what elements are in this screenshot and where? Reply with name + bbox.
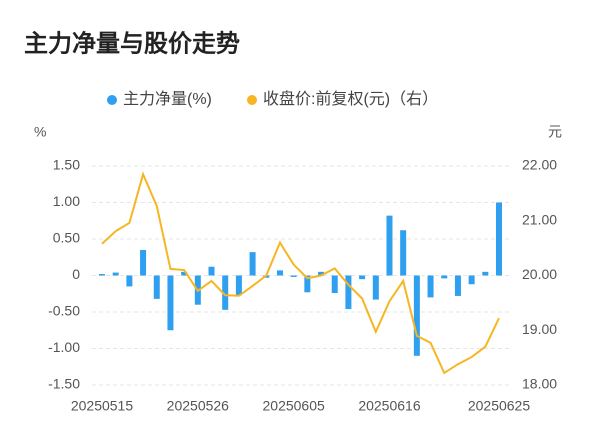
y-tick-label: -1.50: [48, 376, 80, 392]
legend-label: 收盘价:前复权(元)（右）: [263, 89, 438, 108]
bar: [372, 275, 379, 300]
bar: [222, 275, 229, 310]
legend-label: 主力净量(%): [123, 90, 212, 108]
bar: [276, 270, 283, 276]
bar: [99, 274, 105, 276]
y2-tick-label: 21.00: [522, 211, 557, 227]
x-tick-label: 20250526: [167, 398, 230, 414]
bar: [290, 275, 297, 277]
bar: [400, 230, 407, 276]
bar: [359, 275, 366, 280]
bar: [345, 275, 352, 310]
bar: [208, 266, 215, 276]
bar: [454, 275, 461, 296]
bar: [482, 271, 489, 276]
bar: [249, 252, 256, 276]
y2-tick-label: 22.00: [522, 157, 557, 173]
legend-marker: [107, 95, 117, 105]
x-tick-label: 20250625: [468, 398, 531, 414]
price-line: [101, 171, 500, 375]
x-tick-label: 20250605: [263, 398, 326, 414]
y2-tick-label: 18.00: [522, 376, 557, 392]
bar: [235, 275, 242, 296]
bar: [181, 271, 188, 276]
bar: [140, 249, 147, 276]
y2-tick-label: 20.00: [522, 266, 557, 282]
legend-marker: [247, 95, 257, 105]
y-tick-label: 0.50: [53, 230, 80, 246]
bar: [496, 202, 502, 276]
x-tick-label: 20250616: [358, 398, 421, 414]
bar: [167, 275, 174, 331]
bar: [413, 275, 420, 356]
bar: [468, 275, 475, 285]
bar: [304, 275, 311, 293]
chart-title: 主力净量与股价走势: [24, 29, 240, 57]
bar: [331, 275, 338, 294]
x-tick-label: 20250515: [71, 398, 134, 414]
y2-axis-label: 元: [548, 124, 562, 140]
y-tick-label: 1.00: [53, 193, 80, 209]
bar: [318, 271, 325, 276]
y-axis-label: %: [34, 124, 46, 140]
y-tick-label: -1.00: [48, 339, 80, 355]
bar: [441, 275, 448, 279]
y-tick-label: -0.50: [48, 303, 80, 319]
y-tick-label: 1.50: [53, 157, 80, 173]
bar: [427, 275, 434, 298]
y-tick-label: 0: [72, 266, 80, 282]
bar: [386, 215, 393, 276]
bar: [112, 272, 119, 276]
bar: [126, 275, 133, 287]
bar: [153, 275, 160, 299]
y2-tick-label: 19.00: [522, 321, 557, 337]
